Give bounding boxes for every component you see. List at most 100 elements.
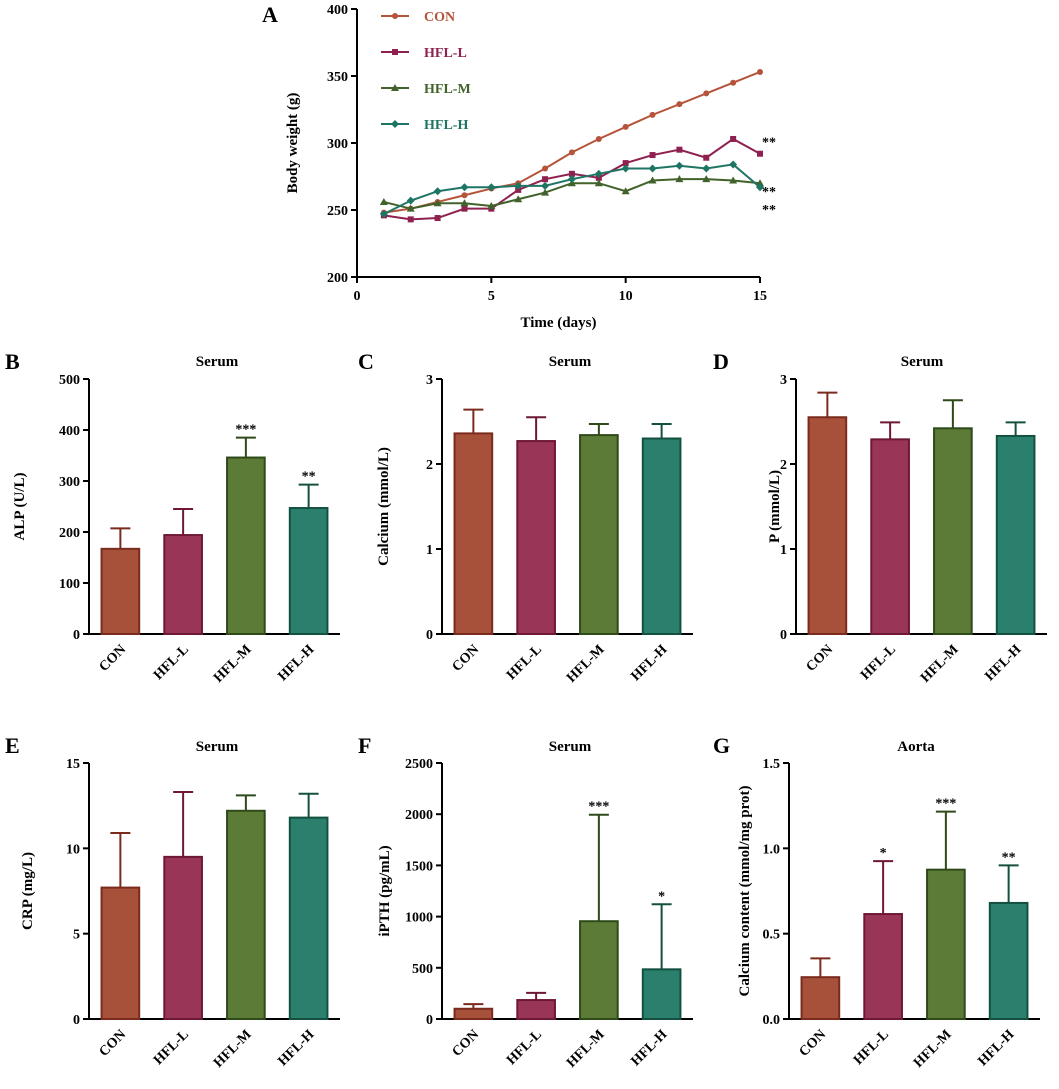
y-tick-label: 350 — [327, 70, 348, 85]
panel-letter: D — [713, 349, 729, 374]
x-tick-label: HFL-H — [975, 1027, 1017, 1069]
significance-label: ** — [762, 136, 776, 151]
legend-label: HFL-L — [424, 46, 467, 61]
data-point — [542, 165, 549, 172]
x-tick-label: HFL-M — [211, 642, 255, 686]
legend-label: HFL-H — [424, 118, 468, 133]
chart-title: Serum — [901, 354, 944, 370]
significance-label: ** — [1002, 850, 1016, 865]
data-point — [567, 175, 576, 184]
x-tick-label: HFL-L — [504, 1027, 545, 1068]
data-point — [594, 179, 603, 187]
data-point — [594, 169, 603, 178]
significance-label: * — [658, 889, 665, 904]
data-point — [460, 183, 469, 192]
data-point — [675, 175, 684, 183]
x-tick-label: 5 — [488, 289, 495, 304]
data-point — [757, 68, 763, 75]
bar-hfl-h — [995, 434, 1036, 636]
bar-hfl-m — [226, 809, 266, 1021]
y-axis-label: Calcium content (mmol/mg prot) — [737, 786, 753, 997]
data-point — [515, 186, 522, 193]
bar-con — [453, 1007, 494, 1021]
y-tick-label: 1 — [780, 543, 787, 558]
y-tick-label: 10 — [66, 842, 80, 857]
data-point — [487, 183, 496, 192]
significance-label: *** — [235, 423, 256, 438]
data-point — [568, 170, 575, 177]
data-point — [648, 176, 657, 184]
data-point — [730, 135, 737, 142]
data-point — [648, 164, 657, 173]
panel-letter: C — [358, 349, 374, 374]
x-tick-label: HFL-L — [151, 1027, 192, 1068]
y-tick-label: 5 — [73, 928, 80, 943]
x-tick-label: HFL-L — [504, 642, 545, 683]
y-axis-label: Body weight (g) — [285, 93, 301, 194]
y-tick-label: 0.0 — [763, 1013, 781, 1028]
x-tick-label: HFL-H — [628, 642, 670, 684]
series-hfl-h: ** HFL-H — [379, 118, 776, 218]
y-tick-label: 100 — [59, 577, 80, 592]
x-tick-label: CON — [97, 642, 130, 675]
legend-marker — [391, 120, 399, 128]
x-tick-label: HFL-L — [858, 642, 899, 683]
data-point — [649, 111, 656, 118]
data-point — [433, 187, 442, 196]
x-tick-label: 0 — [354, 289, 361, 304]
x-tick-label: HFL-H — [275, 1027, 317, 1069]
x-tick-label: HFL-M — [918, 642, 962, 686]
x-tick-label: HFL-M — [564, 642, 608, 686]
chart-title: Serum — [196, 354, 239, 370]
x-tick-label: 15 — [753, 289, 767, 304]
data-point — [595, 174, 602, 181]
bar-hfl-h — [288, 507, 329, 635]
x-tick-label: HFL-H — [628, 1027, 670, 1069]
data-point — [757, 150, 763, 157]
y-tick-label: 200 — [59, 526, 80, 541]
bar-con — [100, 547, 141, 636]
y-tick-label: 0.5 — [763, 928, 781, 943]
bar-hfl-l — [163, 855, 203, 1020]
data-point — [675, 161, 684, 170]
chart-title: Aorta — [897, 739, 935, 755]
x-tick-label: CON — [797, 1027, 830, 1060]
panel-c: C Serum 0 1 2 3 Calcium (mmol/L) CON HFL-L HFL-M H… — [358, 349, 693, 686]
series-hfl-l: ** HFL-L — [380, 46, 776, 223]
x-axis-label: Time (days) — [521, 315, 597, 331]
y-tick-label: 400 — [327, 3, 348, 18]
y-tick-label: 500 — [412, 962, 433, 977]
x-tick-label: HFL-L — [151, 642, 192, 683]
panel-letter: G — [713, 733, 730, 758]
data-point — [487, 201, 496, 209]
y-axis-label: iPTH (pg/mL) — [377, 845, 393, 936]
chart-title: Serum — [549, 354, 592, 370]
legend-marker — [391, 84, 399, 91]
data-point — [461, 205, 468, 212]
bar-hfl-m — [933, 427, 973, 635]
bar-hfl-h — [641, 437, 682, 635]
data-point — [621, 187, 630, 195]
chart-title: Serum — [549, 739, 592, 755]
x-tick-label: HFL-M — [911, 1027, 955, 1071]
y-axis-label: ALP (U/L) — [12, 473, 28, 541]
y-tick-label: 300 — [327, 137, 348, 152]
significance-label: *** — [935, 797, 956, 812]
panel-letter: A — [262, 2, 278, 27]
x-tick-label: HFL-L — [851, 1027, 892, 1068]
y-tick-label: 1 — [426, 543, 433, 558]
panel-b: B Serum 0 100 200 300 400 500 ALP (U/L) CON HFL-L *… — [5, 349, 340, 686]
bar-hfl-l — [516, 999, 556, 1021]
bar-hfl-m — [579, 434, 619, 635]
data-point — [702, 175, 711, 183]
panel-d: D Serum 0 1 2 3 P (mmol/L) CON HFL-L HFL-M HFL-H — [713, 349, 1047, 686]
bar-hfl-l — [516, 440, 556, 635]
series-hfl-m: ** HFL-M — [379, 82, 776, 212]
y-tick-label: 15 — [66, 757, 80, 772]
x-tick-label: HFL-H — [982, 642, 1024, 684]
significance-label: ** — [762, 185, 776, 200]
data-point — [756, 183, 764, 192]
x-tick-label: CON — [450, 1027, 483, 1060]
bar-hfl-h — [641, 968, 682, 1020]
legend-label: HFL-M — [424, 82, 471, 97]
